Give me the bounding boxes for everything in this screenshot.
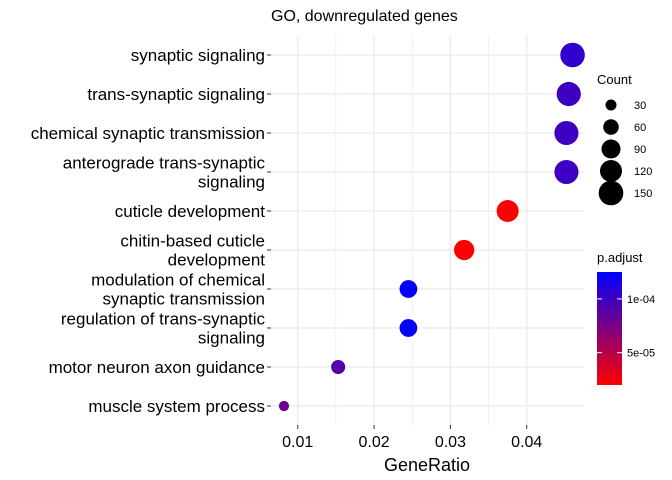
data-point	[454, 239, 475, 261]
x-tick-label: 0.02	[358, 434, 389, 451]
padjust-legend-title: p.adjust	[597, 250, 643, 265]
count-legend-key	[598, 180, 624, 206]
count-legend-title: Count	[597, 72, 632, 87]
x-tick-label: 0.03	[435, 434, 466, 451]
count-legend-label: 30	[634, 100, 646, 112]
x-tick-label: 0.01	[282, 434, 313, 451]
count-legend-key	[600, 160, 622, 182]
count-legend-label: 150	[634, 188, 652, 200]
y-tick-label: muscle system process	[88, 397, 265, 416]
x-tick-label: 0.04	[511, 434, 542, 451]
x-axis-title: GeneRatio	[384, 455, 470, 475]
chart-title: GO, downregulated genes	[271, 8, 458, 25]
data-point	[554, 120, 579, 146]
count-legend-label: 90	[634, 144, 646, 156]
count-legend: Count 30 60 90 120 150	[597, 72, 652, 206]
data-point	[331, 359, 346, 375]
padjust-legend: p.adjust 1e-04 5e-05	[597, 250, 655, 385]
data-point	[399, 280, 418, 298]
y-tick-label: modulation of chemical synaptic transmiss…	[91, 271, 265, 309]
y-tick-label: regulation of trans-synaptic signaling	[61, 310, 266, 348]
data-point	[560, 42, 585, 68]
y-tick-label: trans-synaptic signaling	[87, 85, 265, 104]
data-point	[556, 81, 581, 107]
padjust-colorbar	[597, 272, 622, 385]
grid-lines	[271, 35, 584, 425]
y-axis-labels: synaptic signaling trans-synaptic signali…	[31, 46, 271, 416]
y-tick-label: cuticle development	[115, 202, 266, 221]
count-legend-label: 120	[634, 166, 652, 178]
data-point	[278, 400, 290, 412]
x-axis: 0.01 0.02 0.03 0.04	[282, 425, 542, 451]
count-legend-key	[601, 139, 621, 159]
count-legend-key	[603, 119, 619, 135]
count-legend-key	[605, 99, 617, 111]
y-tick-label: chemical synaptic transmission	[31, 124, 265, 143]
plot-panel	[271, 35, 584, 425]
y-tick-label: chitin-based cuticle development	[120, 232, 265, 270]
y-tick-label: anterograde trans-synaptic signaling	[63, 154, 266, 192]
data-point	[399, 319, 418, 337]
colorbar-tick-label: 5e-05	[627, 348, 655, 360]
data-point	[496, 200, 519, 222]
count-legend-label: 60	[634, 122, 646, 134]
colorbar-tick-label: 1e-04	[627, 294, 655, 306]
data-points	[278, 42, 585, 412]
data-point	[554, 159, 579, 185]
y-tick-label: synaptic signaling	[131, 46, 265, 65]
y-tick-label: motor neuron axon guidance	[49, 358, 265, 377]
